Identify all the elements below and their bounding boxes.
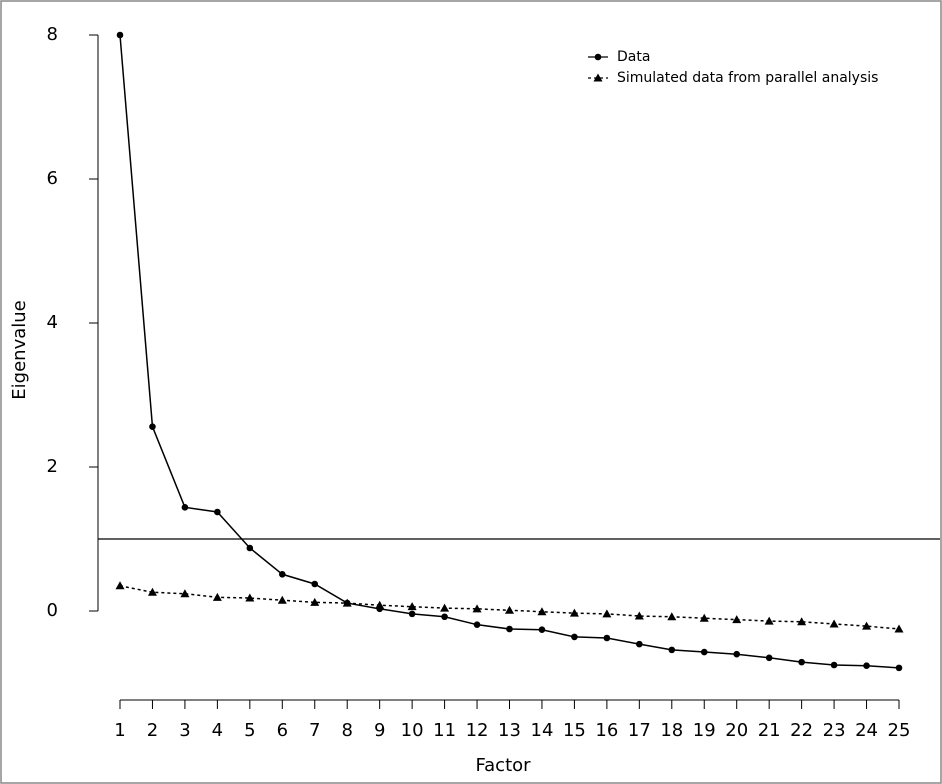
x-tick-label: 24: [855, 720, 878, 741]
x-tick-label: 19: [693, 720, 716, 741]
point: [245, 593, 255, 602]
x-tick-label: 18: [660, 720, 683, 741]
point: [862, 621, 872, 630]
point: [505, 605, 514, 614]
point: [894, 624, 904, 633]
y-tick-label: 4: [47, 312, 58, 333]
x-tick-label: 13: [498, 720, 521, 741]
x-tick-label: 10: [401, 720, 424, 741]
point: [116, 31, 124, 39]
x-tick-label: 20: [725, 720, 748, 741]
x-tick-label: 1: [114, 720, 125, 741]
legend-marker: [594, 53, 602, 61]
point: [506, 625, 513, 633]
y-tick-label: 6: [47, 168, 58, 189]
point: [278, 570, 286, 578]
point: [700, 648, 708, 656]
x-tick-label: 4: [212, 720, 223, 741]
point: [569, 608, 579, 617]
x-tick-label: 25: [888, 720, 911, 741]
y-tick-label: 8: [47, 24, 58, 45]
point: [311, 580, 319, 588]
x-tick-label: 9: [374, 720, 385, 741]
point: [342, 598, 352, 607]
point: [602, 609, 612, 618]
point: [246, 544, 254, 552]
point: [147, 587, 157, 596]
point: [408, 610, 416, 618]
x-tick-label: 3: [179, 720, 190, 741]
point: [830, 661, 838, 669]
point: [798, 658, 805, 666]
point: [538, 626, 546, 634]
point: [181, 504, 189, 511]
point: [473, 621, 481, 628]
x-tick-label: 11: [433, 720, 456, 741]
point: [634, 611, 644, 620]
x-tick-label: 8: [341, 720, 352, 741]
x-tick-label: 21: [758, 720, 781, 741]
point: [732, 615, 742, 624]
x-tick-label: 5: [244, 720, 255, 741]
point: [699, 613, 709, 622]
point: [441, 613, 448, 621]
point: [733, 650, 741, 658]
point: [472, 604, 482, 613]
point: [212, 592, 222, 601]
x-tick-label: 2: [147, 720, 158, 741]
point: [829, 619, 839, 628]
point: [440, 603, 450, 612]
point: [537, 607, 547, 616]
x-tick-label: 6: [277, 720, 288, 741]
point: [277, 595, 287, 604]
point: [180, 589, 190, 598]
point: [149, 423, 156, 430]
x-tick-label: 23: [823, 720, 846, 741]
point: [636, 640, 643, 648]
x-tick-label: 16: [595, 720, 618, 741]
point: [765, 654, 773, 662]
x-tick-label: 14: [531, 720, 554, 741]
point: [310, 597, 320, 606]
y-tick-label: 0: [47, 600, 58, 621]
x-tick-label: 17: [628, 720, 651, 741]
point: [214, 508, 221, 516]
y-tick-label: 2: [47, 456, 58, 477]
point: [571, 633, 578, 641]
x-tick-label: 22: [790, 720, 813, 741]
point: [764, 616, 774, 625]
legend-marker: [593, 73, 603, 82]
point: [375, 600, 385, 609]
point: [668, 646, 676, 654]
point: [863, 662, 870, 670]
point: [895, 664, 903, 672]
point: [667, 612, 677, 621]
x-tick-label: 15: [563, 720, 586, 741]
point: [797, 617, 807, 626]
legend-label: Data: [617, 49, 650, 65]
point: [603, 634, 611, 642]
point: [407, 602, 417, 611]
x-axis-label: Factor: [475, 755, 531, 776]
point: [115, 581, 125, 590]
y-axis-label: Eigenvalue: [9, 300, 30, 399]
legend-label: Simulated data from parallel analysis: [617, 70, 878, 86]
x-tick-label: 7: [309, 720, 320, 741]
x-tick-label: 12: [466, 720, 489, 741]
